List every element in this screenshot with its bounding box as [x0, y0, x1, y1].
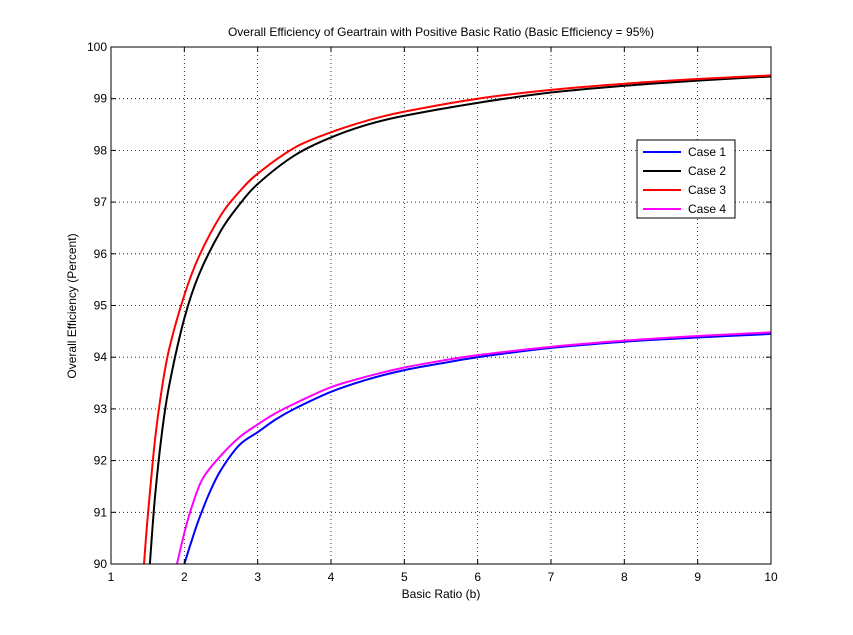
x-tick-label: 10: [764, 570, 778, 584]
legend: Case 1 Case 2 Case 3 Case 4: [636, 139, 736, 219]
series-lines: [143, 74, 772, 565]
legend-label-case-1: Case 1: [688, 145, 726, 159]
y-tick-label: 99: [94, 92, 108, 106]
series-line-case-2: [148, 75, 772, 565]
y-tick-label: 95: [94, 299, 108, 313]
plot-area: [111, 47, 771, 564]
x-tick-label: 9: [694, 570, 701, 584]
series-line-case-4: [176, 331, 772, 565]
x-tick-label: 2: [181, 570, 188, 584]
y-tick-label: 94: [94, 350, 108, 364]
x-tick-label: 1: [108, 570, 115, 584]
y-tick-label: 91: [94, 505, 108, 519]
x-tick-label: 6: [474, 570, 481, 584]
y-axis-label: Overall Efficiency (Percent): [65, 233, 79, 378]
series-line-case-3: [143, 74, 772, 565]
x-tick-label: 7: [548, 570, 555, 584]
x-axis-label: Basic Ratio (b): [402, 587, 481, 601]
legend-label-case-4: Case 4: [688, 202, 726, 216]
legend-label-case-3: Case 3: [688, 183, 726, 197]
axis-ticks: [110, 46, 772, 565]
legend-label-case-2: Case 2: [688, 164, 726, 178]
y-tick-label: 92: [94, 454, 108, 468]
y-tick-label: 93: [94, 402, 108, 416]
x-tick-label: 5: [401, 570, 408, 584]
y-tick-label: 100: [87, 40, 107, 54]
chart-title: Overall Efficiency of Geartrain with Pos…: [228, 25, 654, 39]
tick-labels: 1 2 3 4 5 6 7 8 9 10 90 91 92 93 94 95 96 97 98 99 100: [87, 40, 778, 584]
y-tick-label: 96: [94, 247, 108, 261]
x-tick-label: 8: [621, 570, 628, 584]
x-tick-label: 3: [254, 570, 261, 584]
x-tick-label: 4: [328, 570, 335, 584]
y-tick-label: 98: [94, 143, 108, 157]
y-tick-label: 97: [94, 195, 108, 209]
y-tick-label: 90: [94, 557, 108, 571]
